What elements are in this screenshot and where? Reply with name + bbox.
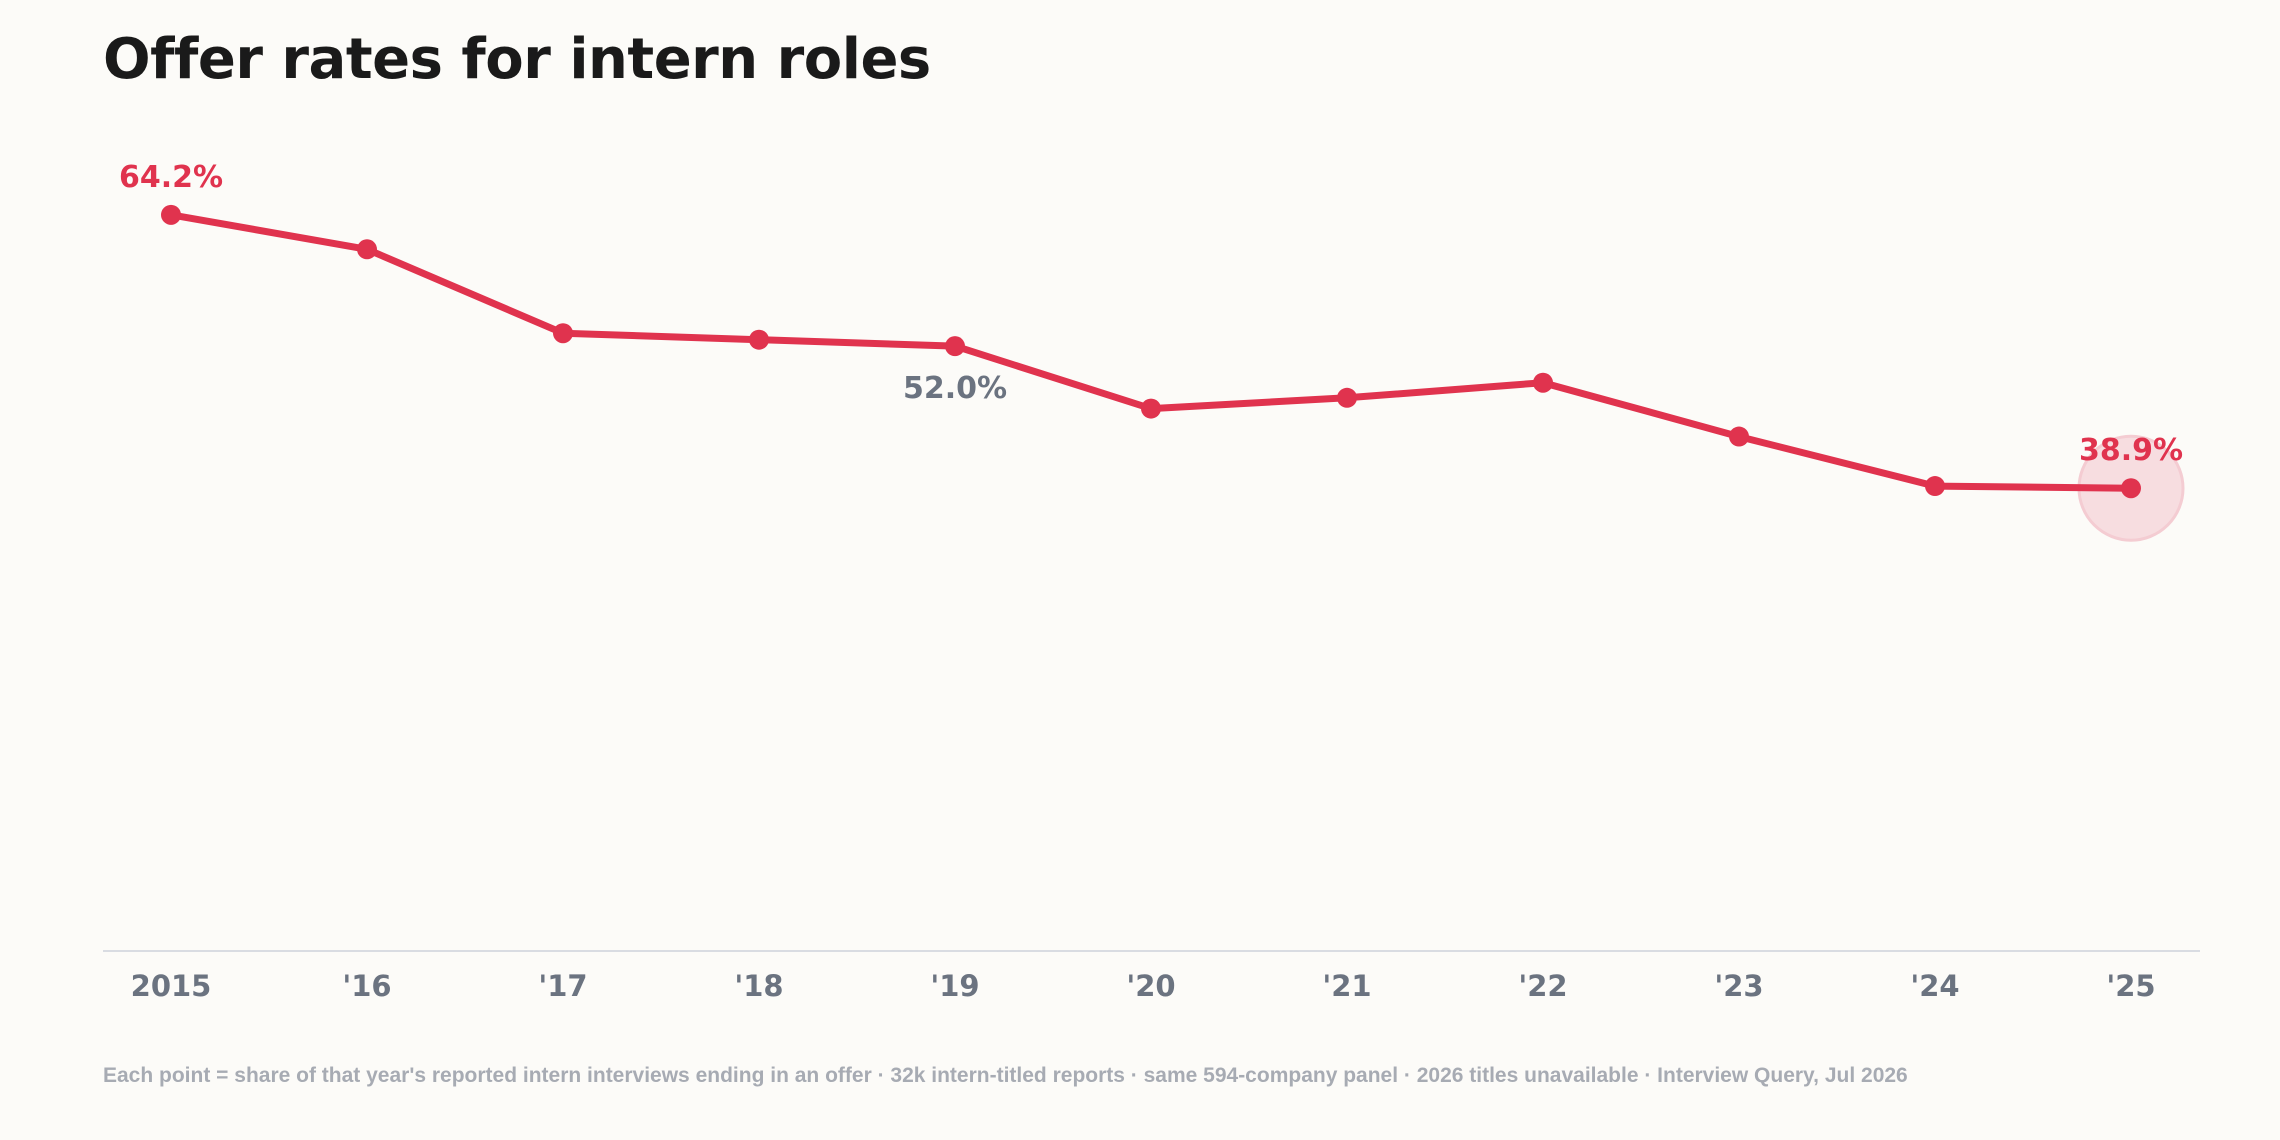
- x-tick-label: '16: [342, 969, 391, 1003]
- x-tick-labels: 2015 '16 '17 '18 '19 '20 '21 '22 '23 '24 '25: [131, 969, 2156, 1003]
- data-point: [553, 323, 573, 344]
- x-tick-label: '25: [2106, 969, 2155, 1003]
- chart-title: Offer rates for intern roles: [103, 27, 931, 92]
- x-tick-label: '23: [1714, 969, 1763, 1003]
- data-point: [1141, 398, 1161, 419]
- data-labels: 64.2% 52.0% 38.9%: [119, 160, 2183, 468]
- x-tick-label: '24: [1910, 969, 1959, 1003]
- x-tick-label: '18: [734, 969, 783, 1003]
- series-layer: [161, 204, 2185, 542]
- x-tick-label: 2015: [131, 969, 212, 1003]
- series-line: [167, 211, 2135, 492]
- x-tick-label: '22: [1518, 969, 1567, 1003]
- x-tick-label: '20: [1126, 969, 1175, 1003]
- chart-footnote: Each point = share of that year's report…: [103, 1064, 1908, 1087]
- data-point: [1729, 426, 1749, 447]
- data-point: [357, 239, 377, 260]
- data-label: 38.9%: [2079, 433, 2183, 468]
- data-label: 64.2%: [119, 160, 223, 195]
- data-point: [2121, 478, 2141, 499]
- data-point: [1533, 372, 1553, 393]
- data-point: [1337, 387, 1357, 408]
- data-point: [945, 336, 965, 357]
- x-tick-label: '21: [1322, 969, 1371, 1003]
- data-point: [161, 204, 181, 225]
- x-tick-label: '17: [538, 969, 587, 1003]
- data-point: [1925, 476, 1945, 497]
- data-label: 52.0%: [903, 371, 1007, 406]
- x-tick-label: '19: [930, 969, 979, 1003]
- data-point: [749, 329, 769, 350]
